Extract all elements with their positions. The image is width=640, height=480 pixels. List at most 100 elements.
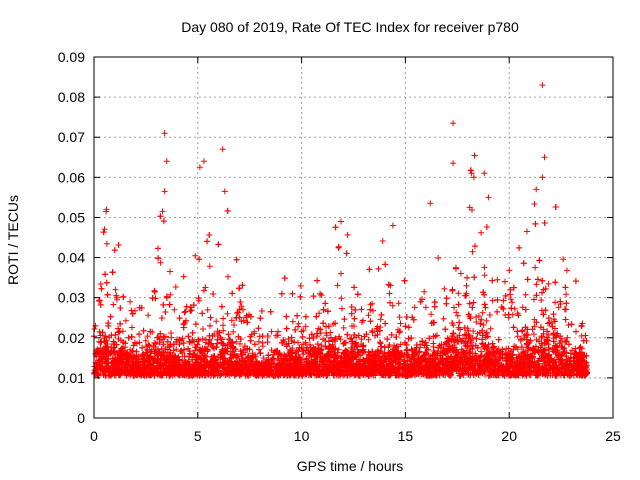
data-point (455, 290, 462, 297)
data-point (457, 270, 464, 277)
data-point (338, 270, 344, 277)
data-point (145, 312, 152, 319)
data-point (563, 267, 570, 274)
data-point (358, 336, 365, 343)
data-point (195, 336, 202, 343)
data-point (199, 335, 206, 342)
data-point (388, 331, 395, 338)
data-point (170, 347, 177, 354)
data-point (274, 355, 281, 362)
data-point (494, 296, 501, 303)
data-point (228, 317, 235, 324)
data-point (225, 273, 231, 280)
data-point (382, 320, 389, 327)
data-point (157, 259, 164, 266)
data-point (200, 287, 207, 294)
data-point (379, 238, 386, 244)
data-point (441, 285, 448, 292)
data-point (365, 312, 372, 319)
data-point (467, 315, 474, 322)
data-point (389, 302, 396, 309)
data-point (473, 335, 480, 342)
data-point (303, 355, 310, 362)
data-point (151, 339, 158, 346)
data-point (152, 340, 159, 347)
data-point (349, 323, 355, 329)
data-point (260, 355, 267, 361)
data-point (478, 229, 485, 236)
data-point (316, 310, 323, 317)
data-point (224, 310, 231, 317)
data-point (506, 267, 513, 274)
data-point (455, 324, 462, 331)
data-point (206, 263, 213, 270)
data-point (435, 255, 442, 261)
data-point (128, 307, 135, 314)
data-point (530, 331, 537, 338)
data-point (213, 318, 220, 325)
data-point (545, 332, 552, 338)
data-point (233, 338, 240, 345)
data-point (206, 232, 213, 238)
data-point (456, 332, 463, 339)
data-point (519, 304, 526, 311)
data-point (483, 224, 490, 230)
data-point (524, 276, 531, 283)
data-point (171, 306, 178, 313)
data-point (529, 326, 536, 333)
data-points (91, 82, 590, 379)
data-point (101, 226, 108, 233)
data-point (532, 220, 539, 227)
data-point (551, 318, 558, 325)
data-point (200, 326, 206, 332)
data-point (396, 328, 403, 335)
data-point (489, 297, 496, 304)
data-point (199, 310, 206, 317)
data-point (167, 268, 173, 275)
data-point (454, 312, 461, 319)
data-point (576, 345, 583, 352)
data-point (289, 318, 296, 325)
data-point (237, 340, 243, 347)
data-point (377, 316, 384, 323)
data-point (256, 346, 262, 353)
data-point (527, 371, 534, 378)
data-point (367, 306, 374, 313)
data-point (430, 333, 437, 340)
data-point (434, 332, 440, 339)
data-point (500, 297, 507, 304)
data-point (545, 280, 552, 287)
data-point (230, 328, 237, 335)
data-point (542, 285, 549, 292)
data-point (213, 344, 220, 351)
data-point (569, 347, 575, 354)
data-point (172, 284, 179, 290)
data-point (220, 327, 227, 334)
data-point (97, 332, 104, 339)
data-point (207, 322, 213, 329)
data-point (370, 307, 376, 314)
data-point (335, 243, 342, 250)
data-point (122, 317, 129, 324)
data-point (469, 248, 476, 255)
data-point (127, 298, 134, 305)
data-point (494, 276, 501, 283)
data-point (524, 228, 530, 235)
data-point (372, 372, 379, 379)
data-point (338, 295, 345, 302)
data-point (340, 324, 347, 331)
data-point (331, 346, 338, 353)
data-point (204, 306, 211, 313)
data-point (102, 333, 109, 340)
data-point (167, 291, 174, 298)
data-point (147, 328, 154, 335)
data-point (453, 309, 460, 316)
data-point (326, 344, 333, 351)
data-point (378, 311, 385, 318)
data-point (481, 272, 488, 279)
data-point (268, 328, 275, 335)
data-point (480, 322, 487, 328)
data-point (463, 282, 470, 289)
data-point (323, 329, 330, 336)
